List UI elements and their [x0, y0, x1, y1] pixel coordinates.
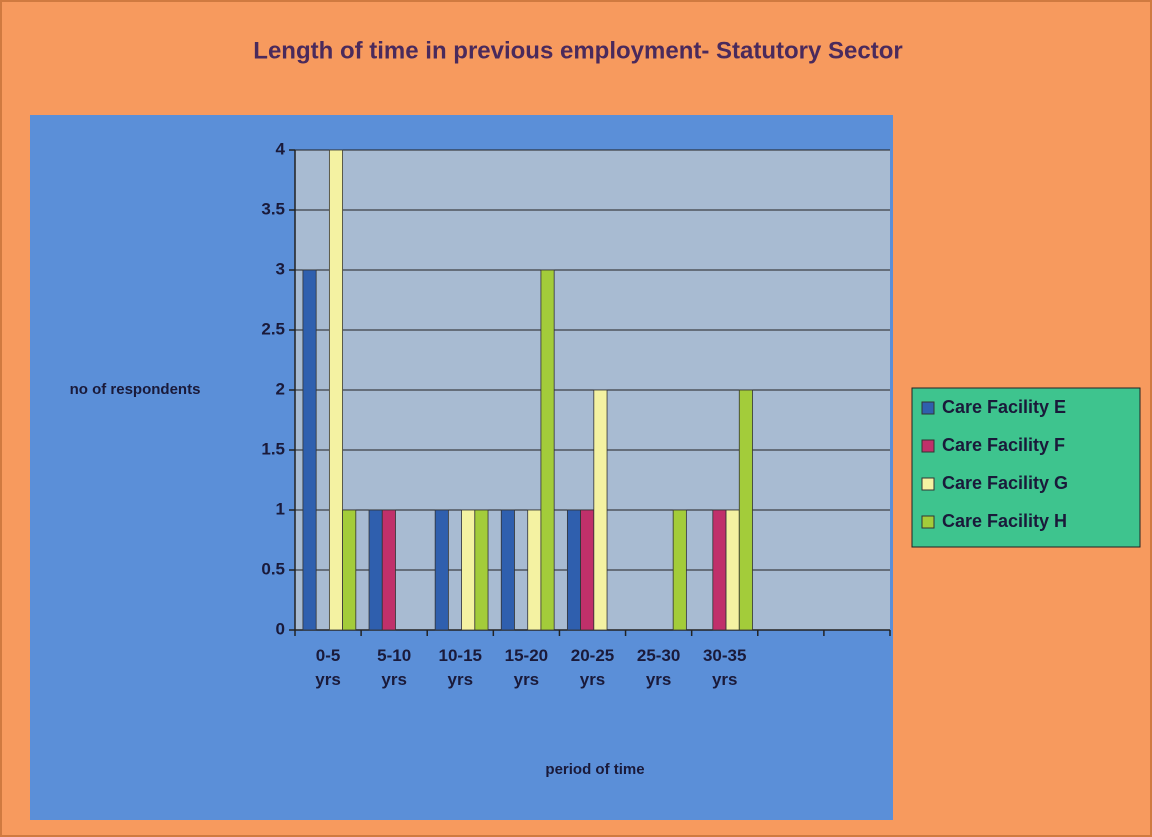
y-tick-label: 0.5: [261, 559, 285, 578]
y-tick-label: 1: [276, 499, 285, 518]
x-tick-label: 0-5 yrs: [315, 646, 341, 689]
y-tick-label: 2.5: [261, 319, 285, 338]
bar: [527, 509, 542, 631]
legend-swatch: [921, 515, 935, 529]
y-tick-label: 2: [276, 379, 285, 398]
legend-label: Care Facility H: [942, 511, 1067, 531]
legend-swatch: [921, 401, 935, 415]
bar: [725, 509, 740, 631]
x-tick-label: 30-35 yrs: [702, 646, 747, 689]
legend-label: Care Facility G: [942, 473, 1068, 493]
legend-box: [911, 387, 1141, 548]
y-tick-label: 0: [276, 619, 285, 638]
bar: [342, 509, 357, 631]
legend-label: Care Facility E: [942, 397, 1066, 417]
y-axis-label: no of respondents: [70, 381, 201, 398]
bar: [672, 509, 687, 631]
x-tick-label: 15-20 yrs: [504, 646, 549, 689]
x-axis-label: period of time: [545, 761, 644, 778]
bar: [712, 509, 727, 631]
x-tick-label: 20-25 yrs: [570, 646, 615, 689]
bar: [540, 269, 555, 631]
y-tick-label: 3.5: [261, 199, 285, 218]
chart-title: Length of time in previous employment- S…: [253, 37, 902, 64]
x-tick-label: 25-30 yrs: [636, 646, 681, 689]
bar: [566, 509, 582, 631]
bar: [381, 509, 396, 631]
legend-swatch: [921, 439, 935, 453]
legend-label: Care Facility F: [942, 435, 1065, 455]
x-tick-label: 10-15 yrs: [438, 646, 482, 689]
legend-swatch: [921, 477, 935, 491]
bar: [738, 389, 753, 631]
bar: [368, 509, 383, 631]
bar: [328, 149, 343, 631]
y-tick-label: 4: [276, 139, 286, 158]
bar: [474, 509, 489, 631]
bar: [461, 509, 476, 631]
y-tick-label: 1.5: [261, 439, 285, 458]
bar: [434, 509, 449, 631]
bar: [302, 269, 317, 631]
bar: [500, 509, 515, 631]
bar: [580, 509, 595, 631]
bar: [593, 389, 608, 631]
y-tick-label: 3: [276, 259, 285, 278]
x-tick-label: 5-10 yrs: [377, 646, 412, 689]
